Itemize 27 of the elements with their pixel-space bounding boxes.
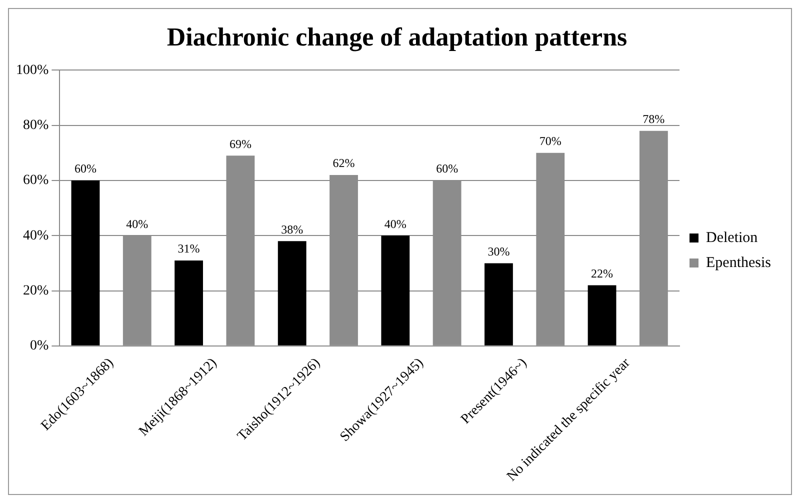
- chart-title: Diachronic change of adaptation patterns: [166, 22, 628, 52]
- data-label: 31%: [178, 242, 200, 256]
- legend-label: Epenthesis: [706, 254, 772, 271]
- y-tick-label: 20%: [22, 283, 49, 298]
- data-label: 69%: [229, 136, 252, 151]
- bar: [484, 263, 513, 346]
- data-label: 22%: [591, 266, 614, 280]
- bar: [278, 241, 306, 346]
- y-tick-label: 80%: [22, 118, 49, 134]
- data-label: 40%: [384, 216, 406, 231]
- bar: [71, 180, 100, 346]
- legend-label: Deletion: [706, 230, 758, 246]
- data-label: 30%: [488, 244, 510, 258]
- data-label: 70%: [539, 134, 562, 148]
- bar: [174, 260, 204, 346]
- data-label: 40%: [126, 216, 148, 231]
- data-label: 60%: [74, 162, 96, 176]
- data-label: 60%: [436, 162, 458, 176]
- y-tick-label: 40%: [22, 228, 49, 244]
- y-tick-label: 60%: [22, 173, 49, 188]
- bar: [588, 285, 616, 346]
- y-tick-label: 0%: [30, 338, 49, 354]
- data-label: 78%: [642, 112, 665, 126]
- data-label: 38%: [281, 222, 304, 236]
- y-tick-label: 100%: [16, 62, 49, 78]
- bar: [381, 236, 410, 346]
- data-label: 62%: [332, 156, 355, 170]
